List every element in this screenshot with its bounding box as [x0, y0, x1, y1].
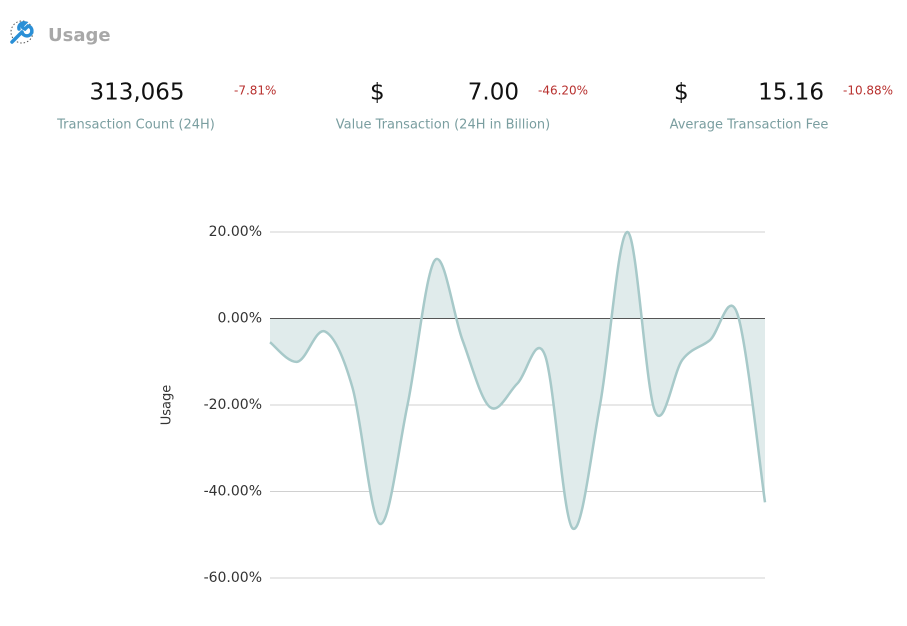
stat-value: 313,065 — [89, 80, 184, 106]
y-tick-label: 20.00% — [209, 224, 262, 240]
stat-value: 7.00 — [468, 80, 519, 106]
plot: 20.00% 0.00% -20.00% -40.00% -60.00% — [204, 224, 767, 586]
area — [270, 231, 765, 529]
widget-title: Usage — [48, 25, 111, 46]
stat-label: Value Transaction (24H in Billion) — [336, 118, 550, 133]
stat-currency: $ — [674, 80, 689, 106]
stat-currency: $ — [370, 80, 385, 106]
stat-label: Average Transaction Fee — [670, 118, 829, 133]
y-tick-label: -40.00% — [204, 484, 262, 500]
y-tick-label: -60.00% — [204, 570, 262, 586]
y-tick-label: -20.00% — [204, 397, 262, 413]
stat-change: -46.20% — [538, 84, 588, 98]
stat-change: -7.81% — [234, 84, 276, 98]
y-axis-label: Usage — [160, 385, 175, 426]
y-tick-label: 0.00% — [218, 311, 262, 327]
stat-change: -10.88% — [843, 84, 893, 98]
wrench-icon — [10, 20, 34, 44]
stat-value: 15.16 — [758, 80, 824, 106]
stat-label: Transaction Count (24H) — [56, 118, 215, 133]
line — [269, 230, 767, 530]
